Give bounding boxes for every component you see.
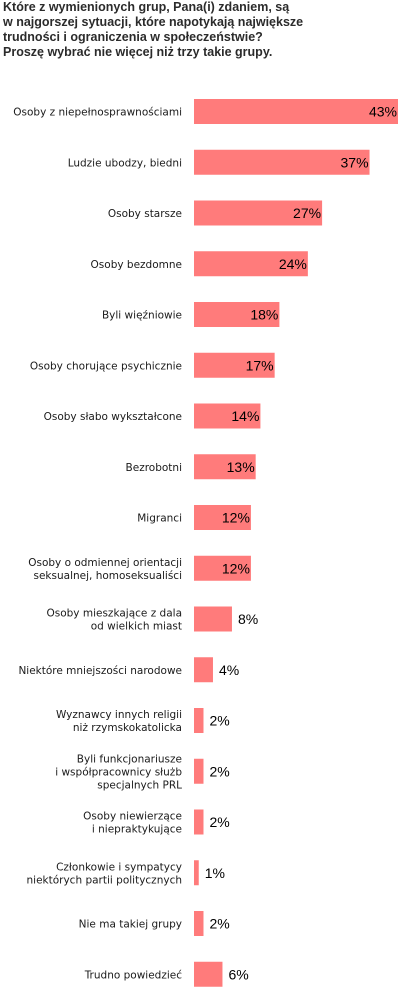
value-label: 2%	[209, 814, 229, 830]
category-label: Bezrobotni	[126, 462, 182, 474]
value-label: 2%	[209, 916, 229, 932]
category-label: Osoby bezdomne	[91, 259, 182, 271]
value-label: 8%	[238, 611, 258, 627]
category-label: Osoby niewierzące	[83, 811, 182, 823]
chart-title: Które z wymienionych grup, Pana(i) zdani…	[3, 0, 398, 60]
value-label: 1%	[205, 865, 225, 881]
value-label: 27%	[293, 205, 321, 221]
category-label: Wyznawcy innych religii	[56, 709, 182, 721]
bar	[194, 606, 232, 632]
chart-title-line: Proszę wybrać nie więcej niż trzy takie …	[3, 45, 273, 59]
value-label: 17%	[246, 357, 274, 373]
chart-title-line: trudności i ograniczenia w społeczeństwi…	[3, 30, 263, 44]
bar	[194, 149, 370, 175]
chart-title-line: Które z wymienionych grup, Pana(i) zdani…	[3, 0, 290, 14]
category-label: Byli funkcjonariusze	[77, 753, 182, 765]
bar	[194, 911, 204, 936]
bar	[194, 352, 275, 378]
category-label: Ludzie ubodzy, biedni	[68, 157, 182, 169]
value-label: 12%	[222, 510, 250, 526]
bar	[194, 200, 323, 226]
value-label: 2%	[209, 713, 229, 729]
value-label: 24%	[279, 256, 307, 272]
category-label: Nie ma takiej grupy	[79, 919, 182, 931]
value-label: 6%	[228, 966, 248, 982]
category-label: specjalnych PRL	[97, 779, 182, 791]
category-label: Trudno powiedzieć	[84, 969, 183, 981]
category-label: i niepraktykujące	[92, 824, 182, 836]
category-label: Osoby z niepełnosprawnościami	[13, 107, 182, 119]
value-label: 18%	[250, 307, 278, 323]
bar	[194, 657, 213, 683]
bar	[194, 860, 199, 886]
bar	[194, 99, 398, 124]
category-label: Osoby słabo wykształcone	[44, 411, 182, 423]
value-label: 37%	[341, 154, 369, 170]
bar	[194, 505, 251, 530]
bar	[194, 708, 204, 733]
value-label: 2%	[209, 763, 229, 779]
value-label: 4%	[219, 662, 239, 678]
value-label: 13%	[227, 459, 255, 475]
bar	[194, 555, 251, 581]
category-label: Migranci	[137, 513, 182, 525]
category-label: Osoby mieszkające z dala	[46, 608, 182, 620]
bar	[194, 809, 204, 835]
category-label: seksualnej, homoseksualiści	[34, 570, 183, 582]
bar	[194, 758, 204, 784]
category-label: Osoby starsze	[108, 208, 182, 220]
category-label: Osoby o odmiennej orientacji	[28, 557, 182, 569]
category-label: Byli więźniowie	[102, 310, 182, 322]
bar	[194, 454, 256, 480]
bar	[194, 302, 280, 327]
category-label: i współpracownicy służb	[55, 766, 182, 778]
category-label: niektórych partii politycznych	[27, 874, 183, 886]
bar	[194, 251, 308, 277]
bar	[194, 961, 223, 987]
category-label: Członkowie i sympatycy	[56, 861, 182, 873]
chart-title-line: w najgorszej sytuacji, które napotykają …	[3, 15, 304, 29]
value-label: 12%	[222, 560, 250, 576]
value-label: 43%	[369, 104, 397, 120]
category-label: Niektóre mniejszości narodowe	[18, 665, 182, 677]
value-label: 14%	[231, 408, 259, 424]
category-label: niż rzymskokatolicka	[73, 722, 182, 734]
category-label: od wielkich miast	[91, 621, 182, 633]
bar	[194, 403, 261, 429]
category-label: Osoby chorujące psychicznie	[30, 360, 182, 372]
